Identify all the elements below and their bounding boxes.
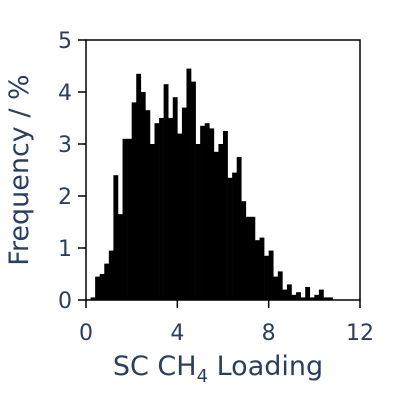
y-tick-label: 0	[58, 289, 72, 314]
histogram-bar	[168, 118, 174, 300]
plot-frame	[85, 39, 361, 301]
histogram-bar	[159, 118, 164, 300]
histogram-bar	[277, 271, 283, 300]
histogram-bar	[218, 144, 224, 300]
histogram-bar	[245, 216, 251, 300]
histogram-bar	[314, 294, 320, 300]
histogram-bar	[296, 292, 301, 300]
histogram-bar	[117, 214, 123, 300]
histogram-bar	[181, 107, 187, 300]
histogram-bar	[136, 73, 142, 300]
y-tick-label: 2	[58, 185, 72, 210]
bar-group	[90, 68, 333, 301]
histogram-bar	[172, 97, 178, 300]
histogram-bar	[291, 294, 297, 300]
histogram-bar	[254, 240, 260, 300]
x-axis-title-main: SC CH	[113, 351, 197, 382]
x-axis-title: SC CH4 Loading	[113, 351, 323, 387]
x-axis-title-suffix: Loading	[208, 351, 323, 382]
histogram-bar	[300, 297, 306, 300]
x-tick-label: 4	[170, 321, 184, 346]
histogram-bar	[323, 297, 329, 300]
y-tick-label: 5	[58, 29, 72, 54]
histogram-bar	[241, 201, 247, 300]
histogram-bar	[213, 151, 219, 300]
histogram-bar	[264, 255, 269, 300]
histogram-bar	[204, 123, 210, 300]
y-tick-label: 3	[58, 133, 72, 158]
histogram-bar	[186, 68, 192, 300]
histogram-bar	[127, 138, 132, 300]
histogram-bar	[191, 81, 196, 300]
histogram-bar	[318, 289, 324, 300]
histogram-bar	[250, 216, 256, 300]
histogram-bar	[227, 177, 233, 300]
histogram-bar	[236, 157, 242, 300]
histogram-bar	[113, 175, 119, 300]
histogram-bar	[309, 297, 315, 300]
histogram-bar	[99, 274, 105, 300]
histogram-bar	[177, 133, 183, 300]
x-tick-label: 0	[79, 321, 93, 346]
histogram-bar	[305, 287, 311, 300]
histogram-bar	[209, 128, 215, 300]
histogram-bar	[95, 276, 100, 300]
histogram-bar	[140, 92, 146, 300]
histogram-bar	[273, 276, 279, 300]
histogram-bar	[154, 123, 160, 300]
histogram-bar	[149, 144, 155, 300]
y-axis-title: Frequency / %	[4, 74, 35, 265]
y-tick-label: 1	[58, 237, 72, 262]
x-tick-label: 12	[346, 321, 374, 346]
histogram-bar	[223, 131, 228, 300]
histogram-bar	[122, 138, 128, 300]
x-axis-title-subscript: 4	[197, 366, 208, 387]
x-tick-label: 8	[262, 321, 276, 346]
histogram-bar	[232, 172, 237, 300]
histogram-bar	[286, 284, 292, 300]
histogram-bar	[200, 125, 206, 300]
y-tick-label: 4	[58, 81, 72, 106]
histogram-bar	[131, 102, 137, 301]
histogram-bar	[145, 110, 151, 300]
histogram-bar	[259, 237, 265, 300]
histogram-bar	[90, 297, 96, 300]
histogram-bar	[163, 84, 169, 300]
histogram-bar	[108, 250, 114, 300]
histogram-bar	[104, 263, 110, 300]
histogram-bar	[282, 289, 288, 300]
histogram-bar	[328, 297, 333, 300]
histogram-bar	[268, 250, 274, 300]
histogram-bar	[195, 144, 201, 300]
